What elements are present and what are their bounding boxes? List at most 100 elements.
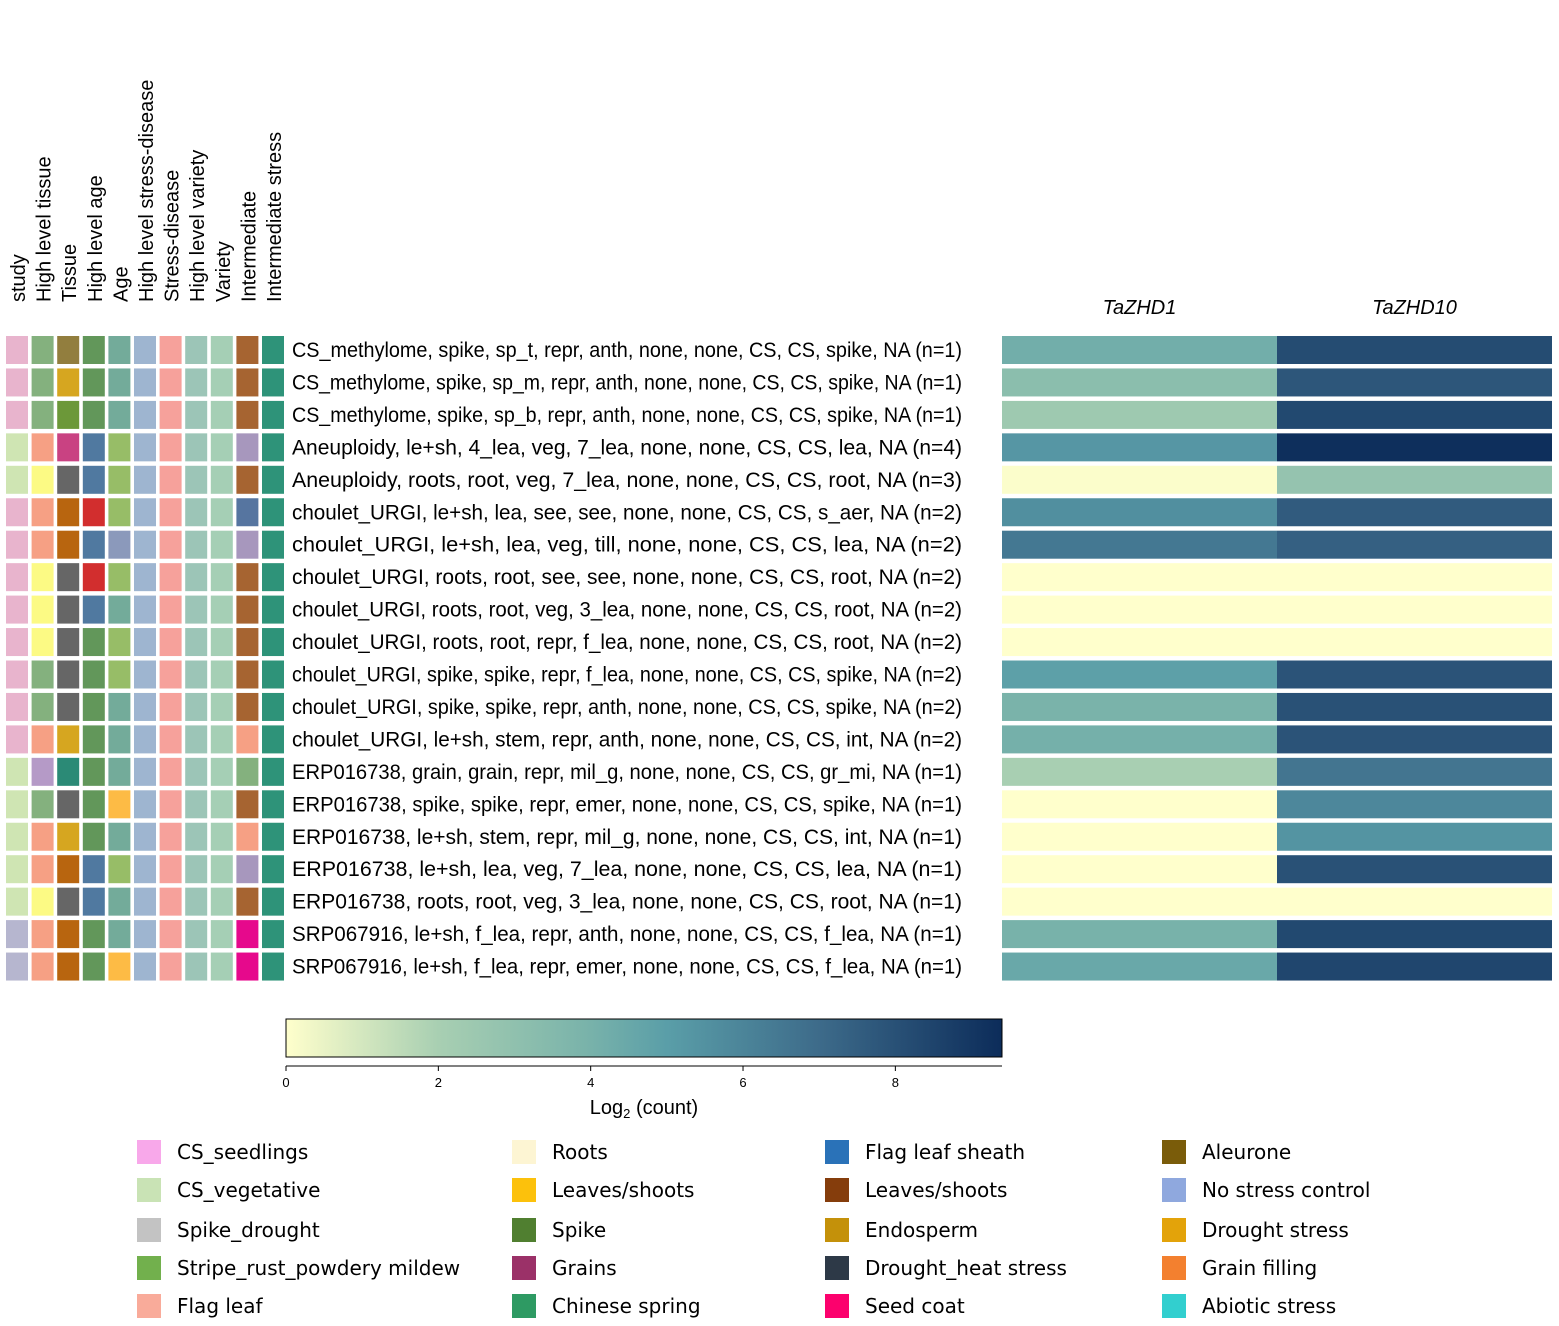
annotation-cell — [57, 920, 80, 949]
annotation-cell — [6, 563, 28, 592]
annotation-cell — [31, 660, 54, 689]
colorbar-label: Log2 (count) — [590, 1097, 698, 1121]
heatmap-cells — [1002, 336, 1552, 981]
annotation-cell — [185, 887, 208, 916]
row-label: ERP016738, le+sh, stem, repr, mil_g, non… — [292, 826, 962, 849]
row-label: choulet_URGI, le+sh, lea, see, see, none… — [292, 501, 962, 524]
annotation-cell — [108, 530, 131, 559]
legend-swatch — [1162, 1178, 1186, 1202]
annotation-cell — [159, 628, 182, 657]
heatmap-cell — [1002, 790, 1277, 819]
gene-headers: TaZHD1 TaZHD10 — [1103, 297, 1457, 319]
legend-label: Roots — [552, 1140, 608, 1164]
annotation-cell — [82, 855, 105, 884]
annotation-cell — [31, 628, 54, 657]
row-label: choulet_URGI, roots, root, veg, 3_lea, n… — [292, 599, 962, 622]
annotation-cell — [82, 920, 105, 949]
annotation-cell — [236, 790, 259, 819]
annotation-cell — [134, 400, 156, 429]
annotation-column-headers: study High level tissue Tissue High level a… — [8, 80, 286, 302]
heatmap-cell — [1277, 498, 1552, 527]
annotation-cell — [108, 887, 131, 916]
annotation-cell — [108, 433, 131, 462]
annotation-cell — [6, 920, 28, 949]
legend-label: Seed coat — [865, 1294, 965, 1318]
annotation-cell — [57, 563, 80, 592]
annotation-cell — [57, 725, 80, 754]
row-label: CS_methylome, spike, sp_t, repr, anth, n… — [292, 339, 962, 362]
annotation-cell — [134, 952, 156, 981]
annotation-cell — [159, 855, 182, 884]
annotation-cell — [185, 628, 208, 657]
annotation-cell — [236, 595, 259, 624]
annotation-cell — [6, 725, 28, 754]
column-header: Intermediate — [238, 191, 260, 302]
annotation-cell — [82, 952, 105, 981]
annotation-cell — [57, 530, 80, 559]
annotation-cell — [82, 368, 105, 397]
annotation-cell — [210, 563, 233, 592]
annotation-cell — [159, 692, 182, 721]
row-label: choulet_URGI, le+sh, lea, veg, till, non… — [292, 534, 962, 557]
annotation-cell — [82, 498, 105, 527]
legend-swatch — [825, 1178, 849, 1202]
legend-label: Abiotic stress — [1202, 1294, 1336, 1318]
legend-swatch — [512, 1218, 536, 1242]
annotation-cell — [185, 563, 208, 592]
annotation-cell — [185, 465, 208, 494]
annotation-cell — [6, 368, 28, 397]
annotation-cell — [57, 660, 80, 689]
annotation-cell — [185, 920, 208, 949]
gene-header: TaZHD1 — [1103, 297, 1177, 319]
column-header: High level tissue — [34, 156, 56, 302]
heatmap-cell — [1277, 465, 1552, 494]
legend-swatch — [512, 1256, 536, 1280]
legend-label: Spike_drought — [177, 1218, 320, 1242]
annotation-cell — [210, 725, 233, 754]
annotation-cell — [262, 563, 284, 592]
legend-label: Chinese spring — [552, 1294, 701, 1318]
annotation-cell — [57, 368, 80, 397]
legend-label: Flag leaf — [177, 1294, 263, 1318]
row-label: choulet_URGI, spike, spike, repr, anth, … — [292, 696, 962, 719]
annotation-cell — [185, 757, 208, 786]
annotation-cell — [6, 822, 28, 851]
annotation-cell — [236, 368, 259, 397]
row-label: Aneuploidy, le+sh, 4_lea, veg, 7_lea, no… — [292, 436, 962, 459]
annotation-cell — [236, 952, 259, 981]
annotation-cell — [210, 855, 233, 884]
heatmap-cell — [1277, 530, 1552, 559]
annotation-cell — [57, 498, 80, 527]
legend-label: Aleurone — [1202, 1140, 1291, 1164]
gene-header: TaZHD10 — [1372, 297, 1457, 319]
annotation-cell — [262, 855, 284, 884]
annotation-cell — [262, 465, 284, 494]
annotation-cell — [6, 887, 28, 916]
heatmap-cell — [1002, 563, 1277, 592]
heatmap-cell — [1277, 790, 1552, 819]
row-label: SRP067916, le+sh, f_lea, repr, anth, non… — [292, 923, 962, 946]
annotation-cell — [31, 400, 54, 429]
row-label: Aneuploidy, roots, root, veg, 7_lea, non… — [292, 469, 962, 492]
legend-swatch — [137, 1256, 161, 1280]
annotation-cell — [31, 920, 54, 949]
annotation-cell — [31, 725, 54, 754]
annotation-cell — [6, 336, 28, 364]
annotation-cell — [236, 433, 259, 462]
annotation-cell — [210, 465, 233, 494]
annotation-cell — [31, 952, 54, 981]
annotation-cell — [159, 757, 182, 786]
column-header: High level variety — [187, 150, 209, 302]
annotation-cell — [6, 855, 28, 884]
legend-swatch — [1162, 1218, 1186, 1242]
colorbar-tick-label: 2 — [435, 1075, 442, 1090]
heatmap-cell — [1002, 887, 1277, 916]
annotation-cell — [57, 855, 80, 884]
annotation-cell — [82, 725, 105, 754]
annotation-cell — [210, 692, 233, 721]
heatmap-cell — [1002, 692, 1277, 721]
annotation-cell — [6, 433, 28, 462]
legend-label: Grain filling — [1202, 1256, 1317, 1280]
annotation-cell — [236, 920, 259, 949]
legend-swatch — [825, 1140, 849, 1164]
